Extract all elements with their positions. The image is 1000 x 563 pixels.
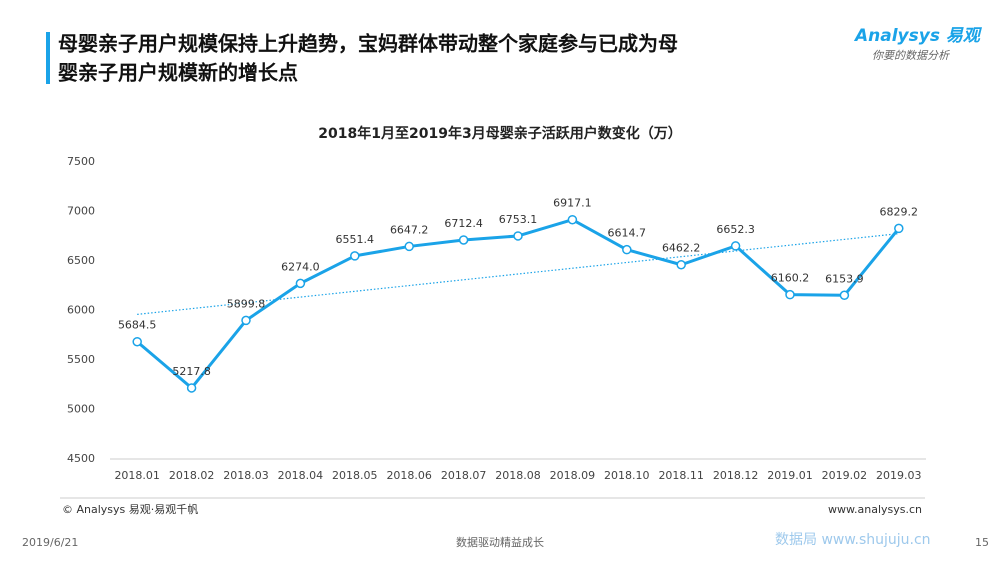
x-tick-label: 2018.08 xyxy=(495,469,541,482)
value-label: 5684.5 xyxy=(118,319,157,332)
logo-slogan: 你要的数据分析 xyxy=(872,49,951,62)
value-label: 6274.0 xyxy=(281,260,320,273)
watermark: 数据局 www.shujuju.cn xyxy=(775,532,931,548)
page-number: 15 xyxy=(975,536,989,549)
y-tick-label: 6000 xyxy=(67,304,95,317)
y-tick-label: 6500 xyxy=(67,254,95,267)
logo: Analysys 易观 xyxy=(853,26,983,46)
x-tick-label: 2018.03 xyxy=(223,469,269,482)
value-label: 6153.9 xyxy=(825,272,864,285)
point xyxy=(513,231,523,241)
x-tick-label: 2018.11 xyxy=(658,469,704,482)
title-bar xyxy=(46,32,50,84)
y-tick-label: 7500 xyxy=(67,155,95,168)
value-label: 6712.4 xyxy=(444,217,483,230)
value-label: 6551.4 xyxy=(336,233,375,246)
point xyxy=(350,251,360,261)
slide-title: 母婴亲子用户规模保持上升趋势，宝妈群体带动整个家庭参与已成为母 xyxy=(58,32,678,56)
x-tick-label: 2018.10 xyxy=(604,469,650,482)
x-tick-label: 2018.02 xyxy=(169,469,215,482)
chart-title: 2018年1月至2019年3月母婴亲子活跃用户数变化（万） xyxy=(318,125,681,142)
x-tick-label: 2018.04 xyxy=(278,469,324,482)
value-label: 6160.2 xyxy=(771,272,810,285)
value-label: 6917.1 xyxy=(553,197,592,210)
point xyxy=(839,290,850,301)
value-label: 6753.1 xyxy=(499,213,538,226)
slogan: 数据驱动精益成长 xyxy=(456,535,544,549)
value-label: 6462.2 xyxy=(662,242,701,255)
x-tick-label: 2018.01 xyxy=(114,469,160,482)
source: © Analysys 易观·易观千帆 xyxy=(62,502,198,516)
x-tick-label: 2018.09 xyxy=(550,469,596,482)
y-tick-label: 5000 xyxy=(67,403,95,416)
value-label: 5899.8 xyxy=(227,297,266,310)
x-tick-label: 2019.01 xyxy=(767,469,813,482)
x-tick-label: 2019.03 xyxy=(876,469,922,482)
value-label: 6829.2 xyxy=(880,205,919,218)
website: www.analysys.cn xyxy=(828,503,922,516)
point xyxy=(676,259,686,270)
value-label: 6652.3 xyxy=(716,223,755,236)
point xyxy=(730,241,741,251)
x-tick-label: 2018.05 xyxy=(332,469,378,482)
date: 2019/6/21 xyxy=(22,536,78,549)
point xyxy=(622,244,632,255)
y-tick-label: 5500 xyxy=(67,353,95,366)
x-tick-label: 2018.07 xyxy=(441,469,487,482)
x-tick-label: 2018.12 xyxy=(713,469,759,482)
x-tick-label: 2018.06 xyxy=(386,469,432,482)
point xyxy=(241,315,251,326)
point xyxy=(894,223,904,234)
y-tick-label: 7000 xyxy=(67,205,95,218)
value-label: 6614.7 xyxy=(608,227,647,240)
point xyxy=(404,241,414,252)
value-label: 5217.8 xyxy=(172,365,211,378)
y-tick-label: 4500 xyxy=(67,452,95,465)
point xyxy=(295,278,306,289)
x-tick-label: 2019.02 xyxy=(822,469,868,482)
point xyxy=(132,336,142,347)
point xyxy=(458,235,469,245)
point xyxy=(186,383,197,393)
value-label: 6647.2 xyxy=(390,223,429,236)
slide-title: 婴亲子用户规模新的增长点 xyxy=(58,61,298,85)
point xyxy=(785,289,795,300)
point xyxy=(567,214,578,225)
trendline xyxy=(137,233,899,315)
